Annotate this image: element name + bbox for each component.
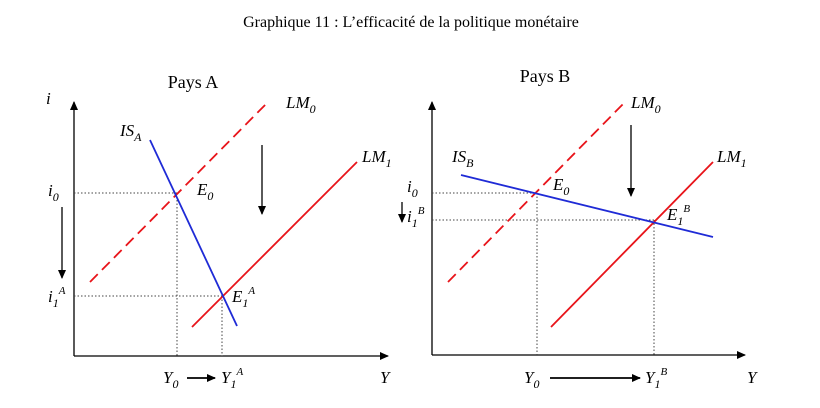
diagram-title: Graphique 11 : L’efficacité de la politi… [243,14,579,31]
panel-a-y1-label: Y1A [221,366,243,391]
panel-a-e0-label: E0 [196,180,213,203]
panel-b-i0-label: i0 [407,177,418,200]
panel-a-is-curve [149,139,238,327]
panel-a: Pays A i Y LM0 LM1 ISA E0 E1A i0 i1A Y0 … [46,72,392,391]
panel-a-is-label: ISA [119,121,142,144]
panel-a-x-axis-label: Y [380,368,391,387]
panel-a-e1-label: E1A [231,285,255,310]
panel-a-i1-label: i1A [48,285,66,310]
panel-b-is-label: ISB [451,147,474,170]
panel-a-lm1-curve [191,161,358,328]
panel-a-lm1-label: LM1 [361,147,392,170]
panel-a-lm0-curve [89,101,269,283]
panel-b-y0-label: Y0 [524,368,539,391]
panel-b-x-axis-label: Y [747,368,758,387]
panel-b-lm0-curve [447,101,626,283]
panel-b-lm1-curve [550,161,714,328]
panel-a-y0-label: Y0 [163,368,178,391]
panel-a-y-axis-label: i [46,89,51,108]
panel-b-lm1-label: LM1 [716,147,747,170]
panel-b: Pays B Y LM0 LM1 ISB E0 E1B i0 i1B Y0 Y1… [398,66,758,391]
panel-b-e1-label: E1B [666,203,690,228]
panel-a-title: Pays A [168,72,219,92]
panel-b-i1-label: i1B [407,205,425,230]
panel-b-is-curve [460,174,714,238]
panel-a-lm0-label: LM0 [285,93,316,116]
panel-b-y1-label: Y1B [645,366,667,391]
panel-b-e0-label: E0 [552,175,569,198]
panel-b-title: Pays B [520,66,571,86]
panel-b-lm0-label: LM0 [630,93,661,116]
panel-a-i0-label: i0 [48,181,59,204]
